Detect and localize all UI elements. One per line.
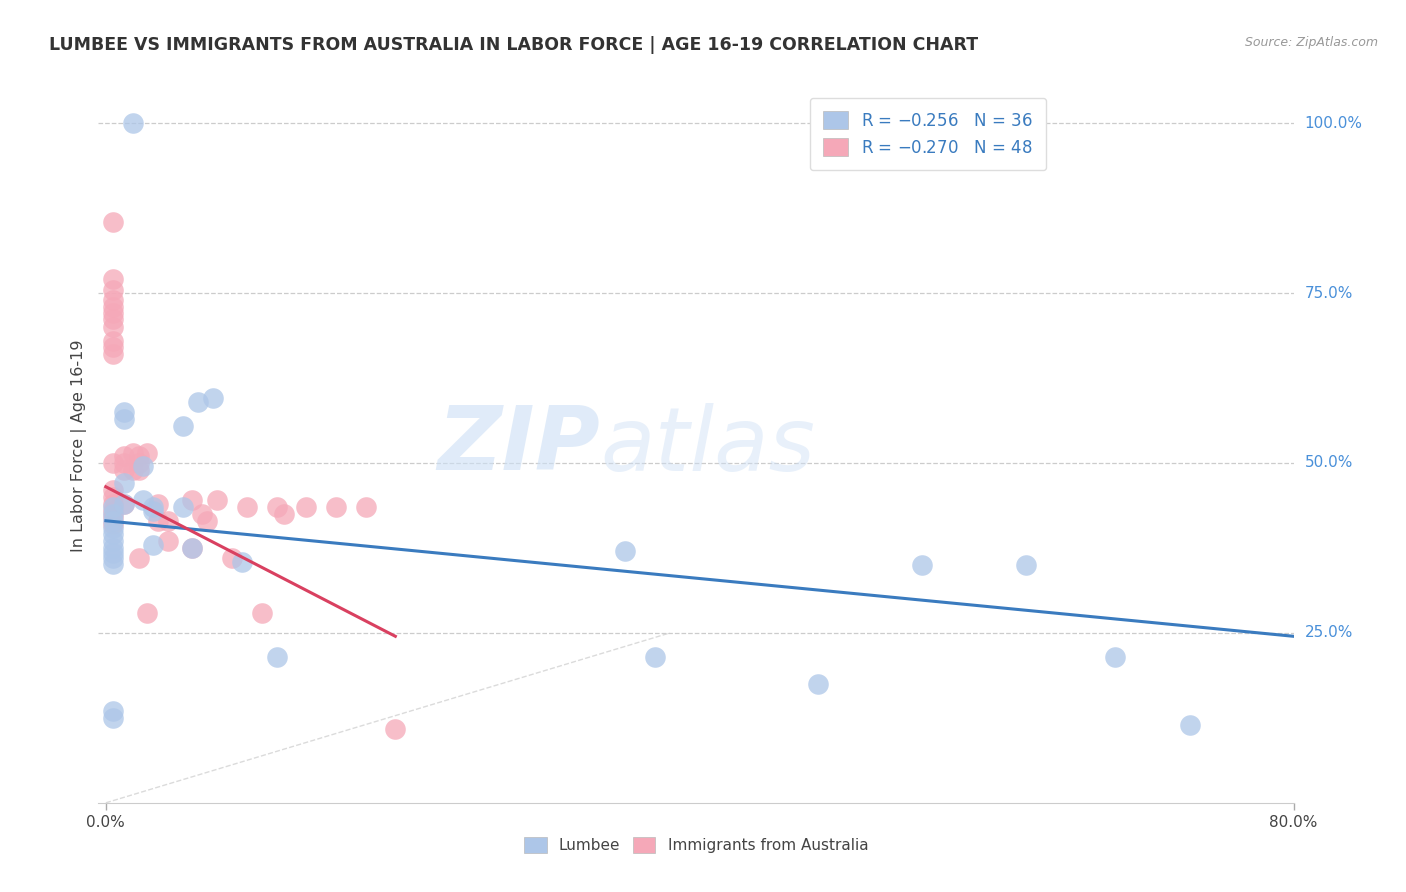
Point bbox=[103, 520, 125, 534]
Point bbox=[205, 493, 228, 508]
Point bbox=[103, 711, 125, 725]
Point bbox=[157, 534, 180, 549]
Point bbox=[121, 116, 143, 130]
Point bbox=[236, 500, 259, 515]
Point bbox=[103, 534, 125, 549]
Point bbox=[354, 500, 377, 515]
Point bbox=[132, 493, 155, 508]
Point bbox=[132, 459, 155, 474]
Point bbox=[295, 500, 318, 515]
Point bbox=[103, 546, 125, 560]
Point bbox=[103, 293, 125, 307]
Y-axis label: In Labor Force | Age 16-19: In Labor Force | Age 16-19 bbox=[72, 340, 87, 552]
Text: Source: ZipAtlas.com: Source: ZipAtlas.com bbox=[1244, 36, 1378, 49]
Point bbox=[1015, 558, 1038, 572]
Point bbox=[181, 541, 204, 555]
Point bbox=[191, 507, 214, 521]
Point bbox=[201, 392, 224, 406]
Point bbox=[103, 312, 125, 326]
Point bbox=[103, 507, 125, 521]
Point bbox=[103, 215, 125, 229]
Point bbox=[221, 551, 243, 566]
Point bbox=[103, 456, 125, 470]
Point bbox=[112, 456, 135, 470]
Text: atlas: atlas bbox=[600, 403, 815, 489]
Text: 25.0%: 25.0% bbox=[1305, 625, 1353, 640]
Point bbox=[112, 497, 135, 511]
Point bbox=[614, 544, 637, 558]
Point bbox=[172, 418, 194, 433]
Point bbox=[128, 449, 150, 463]
Point bbox=[181, 493, 204, 508]
Point bbox=[103, 341, 125, 355]
Point bbox=[103, 497, 125, 511]
Point bbox=[103, 283, 125, 297]
Point bbox=[103, 527, 125, 541]
Point bbox=[103, 490, 125, 504]
Point bbox=[146, 514, 169, 528]
Point bbox=[142, 537, 165, 551]
Point bbox=[142, 500, 165, 515]
Point bbox=[103, 334, 125, 348]
Point bbox=[103, 551, 125, 566]
Point bbox=[103, 503, 125, 517]
Text: LUMBEE VS IMMIGRANTS FROM AUSTRALIA IN LABOR FORCE | AGE 16-19 CORRELATION CHART: LUMBEE VS IMMIGRANTS FROM AUSTRALIA IN L… bbox=[49, 36, 979, 54]
Point bbox=[121, 463, 143, 477]
Point bbox=[1104, 649, 1126, 664]
Point bbox=[121, 446, 143, 460]
Point bbox=[231, 555, 253, 569]
Point bbox=[136, 446, 159, 460]
Text: 100.0%: 100.0% bbox=[1305, 116, 1362, 131]
Point bbox=[807, 677, 830, 691]
Point bbox=[103, 517, 125, 532]
Point bbox=[911, 558, 934, 572]
Point bbox=[181, 541, 204, 555]
Point bbox=[103, 514, 125, 528]
Point bbox=[112, 497, 135, 511]
Point bbox=[103, 320, 125, 334]
Point bbox=[103, 306, 125, 320]
Point bbox=[266, 649, 288, 664]
Point bbox=[103, 500, 125, 515]
Point bbox=[103, 557, 125, 571]
Point bbox=[142, 503, 165, 517]
Point bbox=[103, 483, 125, 498]
Text: 50.0%: 50.0% bbox=[1305, 456, 1353, 470]
Point bbox=[195, 514, 218, 528]
Text: ZIP: ZIP bbox=[437, 402, 600, 490]
Point bbox=[384, 723, 406, 737]
Point bbox=[273, 507, 295, 521]
Point bbox=[266, 500, 288, 515]
Point bbox=[103, 272, 125, 286]
Point bbox=[172, 500, 194, 515]
Point bbox=[250, 606, 273, 620]
Point bbox=[103, 704, 125, 718]
Point bbox=[112, 476, 135, 491]
Point bbox=[136, 606, 159, 620]
Point bbox=[157, 514, 180, 528]
Legend: Lumbee, Immigrants from Australia: Lumbee, Immigrants from Australia bbox=[517, 831, 875, 859]
Text: 75.0%: 75.0% bbox=[1305, 285, 1353, 301]
Point bbox=[112, 463, 135, 477]
Point bbox=[146, 497, 169, 511]
Point bbox=[112, 449, 135, 463]
Point bbox=[128, 463, 150, 477]
Point bbox=[325, 500, 347, 515]
Point bbox=[128, 551, 150, 566]
Point bbox=[112, 405, 135, 419]
Point bbox=[187, 394, 209, 409]
Point bbox=[112, 412, 135, 426]
Point bbox=[103, 347, 125, 361]
Point bbox=[103, 541, 125, 555]
Point bbox=[103, 510, 125, 524]
Point bbox=[103, 300, 125, 314]
Point bbox=[1178, 717, 1201, 731]
Point bbox=[644, 649, 666, 664]
Point bbox=[128, 456, 150, 470]
